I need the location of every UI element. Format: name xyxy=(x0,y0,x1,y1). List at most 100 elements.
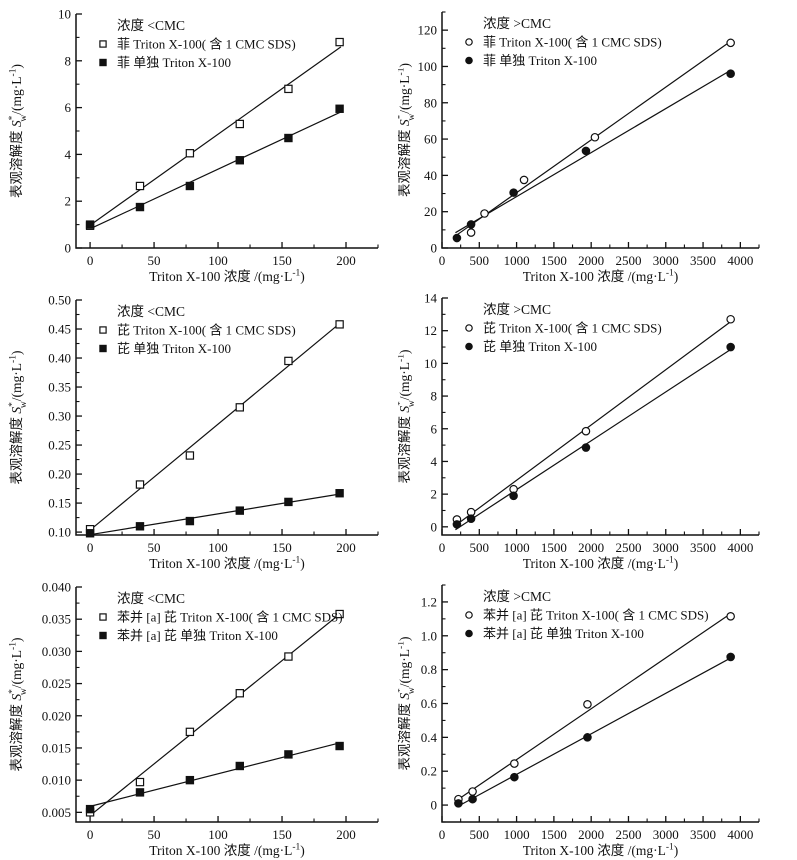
fit-line xyxy=(456,612,732,801)
x-tick-label: 100 xyxy=(208,253,228,268)
x-tick-label: 3000 xyxy=(653,827,679,842)
x-tick-label: 100 xyxy=(208,540,228,555)
y-axis-label: 表观溶解度 S*w/(mg·L-1) xyxy=(8,638,29,772)
marker-filled-square xyxy=(85,220,95,229)
y-tick-label: 120 xyxy=(418,23,438,38)
x-tick-label: 500 xyxy=(470,540,490,555)
marker-open-circle xyxy=(726,612,735,621)
marker-open-circle xyxy=(726,38,735,48)
marker-open-square xyxy=(235,403,244,412)
marker-filled-square xyxy=(185,181,195,191)
x-tick-label: 50 xyxy=(148,827,161,842)
marker-open-square xyxy=(335,609,344,619)
marker-filled-square xyxy=(335,104,344,113)
y-tick-label: 0.25 xyxy=(48,438,71,453)
marker-filled-circle xyxy=(466,220,476,229)
marker-filled-square xyxy=(335,489,344,498)
marker-open-square xyxy=(284,652,293,661)
fit-line xyxy=(89,612,342,817)
y-tick-label: 0.2 xyxy=(421,764,437,779)
chart-pyrene-above-cmc: 0 500 1000 1500 2000 2500 3000 3500 4000 0 2 4 6 8 10 1… xyxy=(398,291,760,572)
axes xyxy=(75,587,378,823)
x-tick-label: 500 xyxy=(470,827,490,842)
x-tick-label: 1000 xyxy=(504,253,530,268)
legend-title: 浓度 <CMC xyxy=(117,591,185,606)
chart-phenanthrene-below-cmc: 0 50 100 150 200 0 2 4 6 8 10 浓度 <CMC 菲 Triton X-100… xyxy=(8,7,379,284)
marker-open-circle xyxy=(510,759,519,768)
x-axis-label: Triton X-100 浓度 /(mg·L-1) xyxy=(523,843,679,859)
marker-filled-square xyxy=(235,506,244,515)
x-tick-label: 1500 xyxy=(541,253,567,268)
marker-filled-square xyxy=(99,344,107,353)
marker-filled-square xyxy=(135,522,145,531)
y-tick-label: 0.8 xyxy=(421,662,437,677)
marker-filled-circle xyxy=(454,799,463,808)
x-tick-label: 1000 xyxy=(504,827,530,842)
legend-title: 浓度 >CMC xyxy=(483,16,551,31)
y-tick-label: 1.0 xyxy=(421,628,437,643)
x-tick-label: 1500 xyxy=(541,540,567,555)
marker-open-square xyxy=(335,37,344,47)
legend-entry-label: 苯并 [a] 芘 单独 Triton X-100 xyxy=(117,628,278,643)
marker-open-circle xyxy=(590,132,600,142)
marker-filled-circle xyxy=(468,794,477,804)
marker-filled-square xyxy=(284,750,293,759)
panel-pyrene-below-cmc: 0 50 100 150 200 0.10 0.15 0.20 0.25 0.30 0.35 0.40… xyxy=(0,286,398,573)
marker-filled-square xyxy=(135,202,145,212)
marker-filled-square xyxy=(235,156,244,165)
x-tick-label: 500 xyxy=(470,253,490,268)
x-tick-label: 0 xyxy=(439,827,446,842)
marker-open-square xyxy=(135,181,145,191)
y-tick-label: 0.15 xyxy=(48,496,71,511)
y-tick-label: 0.40 xyxy=(48,351,71,366)
marker-open-circle xyxy=(726,314,735,324)
marker-open-circle xyxy=(465,611,473,619)
x-axis-label: Triton X-100 浓度 /(mg·L-1) xyxy=(523,556,679,572)
x-tick-label: 3500 xyxy=(690,827,716,842)
y-tick-label: 2 xyxy=(431,487,438,502)
marker-filled-square xyxy=(99,631,107,640)
x-tick-label: 2000 xyxy=(578,827,604,842)
panel-benzo-a-pyrene-below-cmc: 0 50 100 150 200 0.005 0.010 0.015 0.020 0.025 0.0… xyxy=(0,573,398,860)
marker-open-square xyxy=(284,84,293,94)
chart-pyrene-below-cmc: 0 50 100 150 200 0.10 0.15 0.20 0.25 0.30 0.35 0.40… xyxy=(8,293,379,571)
x-tick-label: 0 xyxy=(439,253,446,268)
x-tick-label: 2500 xyxy=(615,540,641,555)
fit-line xyxy=(89,493,341,536)
marker-open-circle xyxy=(466,228,476,237)
x-tick-label: 3000 xyxy=(653,540,679,555)
marker-open-square xyxy=(135,777,145,787)
y-tick-label: 10 xyxy=(424,356,437,371)
legend-entry-label: 苯并 [a] 芘 单独 Triton X-100 xyxy=(483,626,644,641)
legend-entry-label: 苯并 [a] 芘 Triton X-100( 含 1 CMC SDS) xyxy=(483,608,709,623)
y-tick-label: 60 xyxy=(424,132,437,147)
marker-filled-square xyxy=(185,775,195,785)
legend-title: 浓度 <CMC xyxy=(117,304,185,319)
panel-pyrene-above-cmc: 0 500 1000 1500 2000 2500 3000 3500 4000 0 2 4 6 8 10 1… xyxy=(398,286,797,573)
fit-line xyxy=(89,321,342,531)
y-tick-label: 4 xyxy=(65,147,72,162)
marker-open-circle xyxy=(581,426,591,436)
axes xyxy=(75,300,378,536)
y-tick-label: 0 xyxy=(431,798,438,813)
marker-filled-square xyxy=(135,788,145,797)
y-tick-label: 2 xyxy=(65,194,72,209)
marker-open-circle xyxy=(465,324,473,332)
legend-entry-label: 菲 Triton X-100( 含 1 CMC SDS) xyxy=(483,35,662,50)
marker-filled-circle xyxy=(509,188,518,197)
legend-entry-label: 菲 单独 Triton X-100 xyxy=(483,53,597,68)
y-tick-label: 0 xyxy=(431,519,438,534)
marker-filled-square xyxy=(85,804,95,814)
x-tick-label: 0 xyxy=(87,540,94,555)
marker-filled-circle xyxy=(726,652,735,662)
marker-filled-square xyxy=(284,497,293,507)
marker-filled-square xyxy=(99,58,107,67)
panel-phenanthrene-above-cmc: 0 500 1000 1500 2000 2500 3000 3500 4000 0 20 40 60 8… xyxy=(398,0,797,286)
y-axis-label: 表观溶解度 S*w/(mg·L-1) xyxy=(398,350,417,484)
x-tick-label: 150 xyxy=(272,253,292,268)
y-tick-label: 0.50 xyxy=(48,293,71,308)
y-tick-label: 0.035 xyxy=(42,612,71,627)
marker-open-square xyxy=(335,320,344,329)
x-tick-label: 2000 xyxy=(578,540,604,555)
marker-open-square xyxy=(185,451,195,460)
